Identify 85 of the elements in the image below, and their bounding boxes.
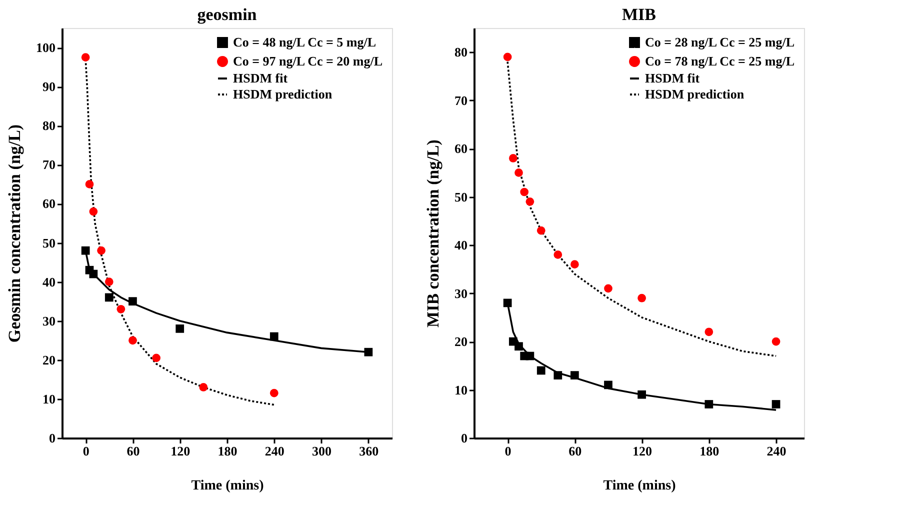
point <box>526 197 534 206</box>
point <box>638 294 646 302</box>
point <box>508 154 518 162</box>
point <box>97 246 106 255</box>
y-axis-title: MIB concentration (ng/L) <box>424 140 442 328</box>
y-tick-label: 10 <box>42 391 56 406</box>
point <box>199 383 208 392</box>
legend-label: Co = 97 ng/L Cc = 20 mg/L <box>233 54 383 68</box>
point <box>772 400 780 408</box>
x-axis-title: Time (mins) <box>191 478 264 494</box>
chart-title: geosmin <box>197 5 258 24</box>
y-tick-label: 50 <box>454 189 468 204</box>
point <box>514 168 523 177</box>
chart-title: MIB <box>622 5 656 24</box>
x-tick-label: 180 <box>218 444 238 458</box>
x-tick-label: 360 <box>359 444 379 458</box>
y-tick-label: 40 <box>42 274 56 290</box>
y-tick-label: 0 <box>49 430 56 446</box>
y-tick-label: 70 <box>42 157 56 172</box>
y-tick-label: 50 <box>42 235 56 250</box>
point <box>554 371 562 380</box>
point <box>604 284 612 293</box>
y-tick-label: 60 <box>454 141 468 156</box>
y-tick-label: 30 <box>454 286 468 301</box>
y-tick-label: 80 <box>454 44 468 60</box>
point <box>152 354 160 362</box>
legend-label: Co = 28 ng/L Cc = 25 mg/L <box>645 34 795 50</box>
x-tick-label: 300 <box>312 444 332 458</box>
point <box>364 348 373 356</box>
point <box>604 380 612 390</box>
y-tick-label: 20 <box>454 334 468 350</box>
y-tick-label: 20 <box>42 352 56 368</box>
legend-label: HSDM fit <box>645 70 700 86</box>
x-tick-label: 60 <box>568 444 582 458</box>
point <box>536 226 546 235</box>
point <box>638 390 646 399</box>
point <box>176 324 184 333</box>
legend-label: HSDM prediction <box>233 86 333 102</box>
y-axis-title: Geosmin concentration (ng/L) <box>5 124 24 343</box>
point <box>554 250 562 259</box>
x-tick-label: 0 <box>504 444 512 458</box>
point <box>81 53 90 62</box>
point <box>772 337 780 346</box>
point <box>520 188 529 196</box>
point <box>116 304 126 314</box>
legend-label: HSDM prediction <box>645 86 745 102</box>
y-tick-label: 30 <box>42 313 56 328</box>
point <box>704 400 714 408</box>
point <box>128 297 137 306</box>
y-tick-label: 80 <box>42 118 56 134</box>
legend-label: Co = 48 ng/L Cc = 5 mg/L <box>233 34 376 50</box>
point <box>128 336 137 345</box>
x-tick-label: 180 <box>700 444 720 458</box>
point <box>514 342 523 351</box>
point <box>570 371 579 380</box>
x-tick-label: 0 <box>82 444 90 458</box>
legend-label: HSDM fit <box>233 70 288 86</box>
x-axis-title: Time (mins) <box>603 478 676 494</box>
point <box>503 52 512 62</box>
y-tick-label: 40 <box>454 238 468 253</box>
point <box>503 298 512 308</box>
y-tick-label: 100 <box>36 40 56 56</box>
y-tick-label: 70 <box>454 92 468 108</box>
point <box>270 388 278 398</box>
x-tick-label: 120 <box>632 444 652 458</box>
point <box>104 293 114 302</box>
x-tick-label: 120 <box>170 444 190 458</box>
point <box>85 180 94 188</box>
x-tick-label: 240 <box>766 444 786 458</box>
point <box>536 366 546 375</box>
y-tick-label: 0 <box>461 430 468 446</box>
point <box>704 328 714 336</box>
y-tick-label: 10 <box>454 382 468 398</box>
point <box>270 332 278 341</box>
x-tick-label: 240 <box>264 444 284 458</box>
point <box>89 270 98 278</box>
point <box>104 278 114 286</box>
y-tick-label: 60 <box>42 196 56 212</box>
point <box>570 260 579 269</box>
legend-label: Co = 78 ng/L Cc = 25 mg/L <box>645 54 795 68</box>
point <box>526 352 534 360</box>
point <box>81 246 90 255</box>
y-tick-label: 90 <box>42 79 56 94</box>
x-tick-label: 60 <box>126 444 140 458</box>
point <box>89 207 98 216</box>
